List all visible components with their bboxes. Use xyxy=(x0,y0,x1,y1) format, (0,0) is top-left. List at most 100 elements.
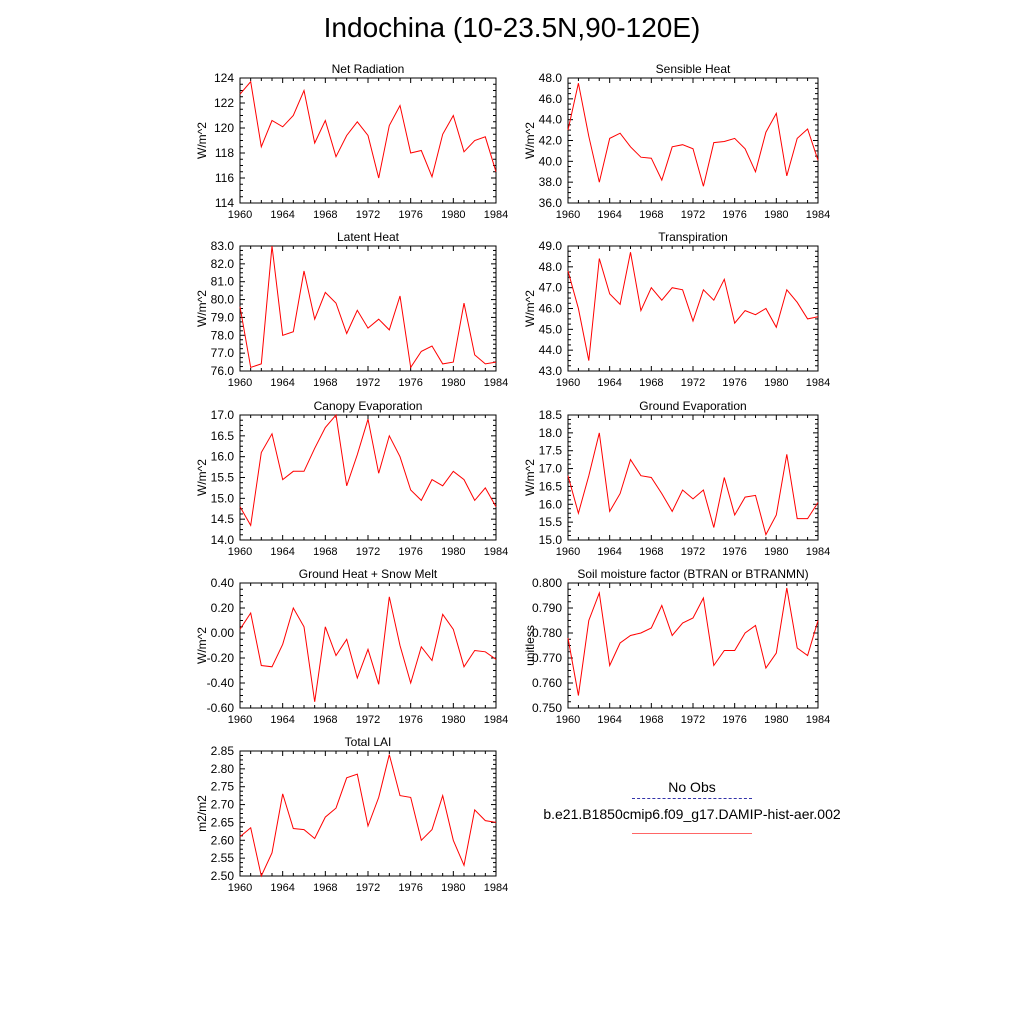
series-line xyxy=(567,432,819,536)
chart-panel-5: Canopy Evaporation W/m^2 1960 1964 1968 1972 1… xyxy=(195,399,508,558)
x-tick-label: 1976 xyxy=(722,546,746,558)
x-tick-label: 1972 xyxy=(681,546,705,558)
x-tick-label: 1976 xyxy=(722,377,746,389)
plot-frame xyxy=(239,77,497,204)
x-tick-label: 1960 xyxy=(228,882,252,894)
y-tick-label: 17.5 xyxy=(539,444,563,458)
y-tick-label: 17.0 xyxy=(211,408,235,422)
x-tick-label: 1972 xyxy=(356,546,380,558)
y-tick-label: 114 xyxy=(215,196,234,210)
x-tick-label: 1964 xyxy=(270,714,294,726)
series-line xyxy=(239,80,497,179)
y-tick-label: 40.0 xyxy=(539,154,563,168)
y-axis-label: unitless xyxy=(523,625,537,666)
x-tick-label: 1968 xyxy=(639,377,663,389)
x-tick-label: 1960 xyxy=(228,714,252,726)
chart-panel-4: Transpiration W/m^2 1960 1964 1968 1972 1976 19… xyxy=(523,230,830,389)
chart-panel-7: Ground Heat + Snow Melt W/m^2 1960 1964 1968… xyxy=(195,567,508,726)
chart-title: Ground Heat + Snow Melt xyxy=(299,567,438,581)
x-tick-label: 1964 xyxy=(270,377,294,389)
x-tick-label: 1968 xyxy=(639,714,663,726)
y-tick-label: 36.0 xyxy=(539,196,563,210)
x-tick-label: 1960 xyxy=(228,377,252,389)
y-tick-label: 42.0 xyxy=(539,134,563,148)
x-tick-label: 1964 xyxy=(597,209,621,221)
x-tick-label: 1972 xyxy=(681,377,705,389)
x-tick-label: 1968 xyxy=(313,377,337,389)
y-tick-label: 15.0 xyxy=(211,491,235,505)
x-tick-label: 1984 xyxy=(806,377,830,389)
x-tick-label: 1976 xyxy=(722,714,746,726)
x-tick-label: 1980 xyxy=(441,209,465,221)
y-tick-label: 0.780 xyxy=(532,626,562,640)
series-line xyxy=(567,83,819,187)
y-tick-label: 124 xyxy=(214,71,234,85)
series-line xyxy=(239,596,497,702)
plot-frame xyxy=(239,245,497,372)
y-tick-label: 80.0 xyxy=(211,293,235,307)
x-tick-label: 1972 xyxy=(356,209,380,221)
y-tick-label: 46.0 xyxy=(539,302,563,316)
legend-obs-swatch xyxy=(632,798,752,799)
y-axis-label: W/m^2 xyxy=(195,459,209,496)
y-tick-label: 0.790 xyxy=(532,601,562,615)
x-tick-label: 1964 xyxy=(597,546,621,558)
chart-panel-1: Net Radiation W/m^2 1960 1964 1968 1972 1976 19… xyxy=(195,62,508,221)
x-tick-label: 1964 xyxy=(270,209,294,221)
chart-panel-6: Ground Evaporation W/m^2 1960 1964 1968 1972 1… xyxy=(523,399,830,558)
x-tick-label: 1984 xyxy=(806,546,830,558)
y-tick-label: 14.0 xyxy=(211,533,235,547)
legend-model-label: b.e21.B1850cmip6.f09_g17.DAMIP-hist-aer.… xyxy=(543,806,841,822)
x-tick-label: 1976 xyxy=(398,882,422,894)
y-tick-label: 2.70 xyxy=(211,798,235,812)
x-tick-label: 1960 xyxy=(228,209,252,221)
x-tick-label: 1980 xyxy=(441,714,465,726)
y-tick-label: 0.40 xyxy=(211,576,235,590)
x-tick-label: 1980 xyxy=(764,546,788,558)
x-tick-label: 1964 xyxy=(597,714,621,726)
y-tick-label: 76.0 xyxy=(211,364,235,378)
x-tick-label: 1980 xyxy=(764,209,788,221)
y-tick-label: 81.0 xyxy=(211,275,235,289)
x-tick-label: 1984 xyxy=(484,546,508,558)
series-line xyxy=(567,587,819,696)
y-tick-label: 122 xyxy=(214,96,234,110)
y-tick-label: 0.800 xyxy=(532,576,562,590)
y-tick-label: 83.0 xyxy=(211,239,235,253)
chart-title: Ground Evaporation xyxy=(639,399,746,413)
x-tick-label: 1976 xyxy=(398,209,422,221)
chart-title: Sensible Heat xyxy=(656,62,731,76)
x-tick-label: 1976 xyxy=(398,546,422,558)
x-tick-label: 1984 xyxy=(806,714,830,726)
y-tick-label: 16.0 xyxy=(539,497,563,511)
x-tick-label: 1964 xyxy=(270,546,294,558)
chart-panel-8: Soil moisture factor (BTRAN or BTRANMN) u… xyxy=(523,567,830,726)
y-tick-label: 16.0 xyxy=(211,450,235,464)
series-line xyxy=(239,413,497,527)
y-tick-label: 44.0 xyxy=(539,343,563,357)
x-tick-label: 1980 xyxy=(441,377,465,389)
y-axis-label: W/m^2 xyxy=(523,459,537,496)
y-tick-label: 0.00 xyxy=(211,626,235,640)
y-tick-label: 43.0 xyxy=(539,364,563,378)
x-tick-label: 1972 xyxy=(356,377,380,389)
y-axis-label: W/m^2 xyxy=(523,290,537,327)
y-tick-label: 16.5 xyxy=(539,479,563,493)
y-tick-label: 79.0 xyxy=(211,310,235,324)
y-tick-label: 47.0 xyxy=(539,281,563,295)
x-tick-label: 1960 xyxy=(228,546,252,558)
y-tick-label: 2.75 xyxy=(211,780,235,794)
y-tick-label: 49.0 xyxy=(539,239,563,253)
x-tick-label: 1960 xyxy=(556,377,580,389)
x-tick-label: 1980 xyxy=(441,546,465,558)
x-tick-label: 1968 xyxy=(313,714,337,726)
y-tick-label: 15.5 xyxy=(211,471,235,485)
x-tick-label: 1964 xyxy=(270,882,294,894)
chart-panel-9: Total LAI m2/m2 1960 1964 1968 1972 1976 1980 19… xyxy=(195,735,508,894)
legend-obs-label: No Obs xyxy=(668,779,716,795)
y-tick-label: 120 xyxy=(214,121,234,135)
y-axis-label: m2/m2 xyxy=(195,795,209,832)
y-tick-label: 48.0 xyxy=(539,71,563,85)
y-tick-label: 46.0 xyxy=(539,92,563,106)
